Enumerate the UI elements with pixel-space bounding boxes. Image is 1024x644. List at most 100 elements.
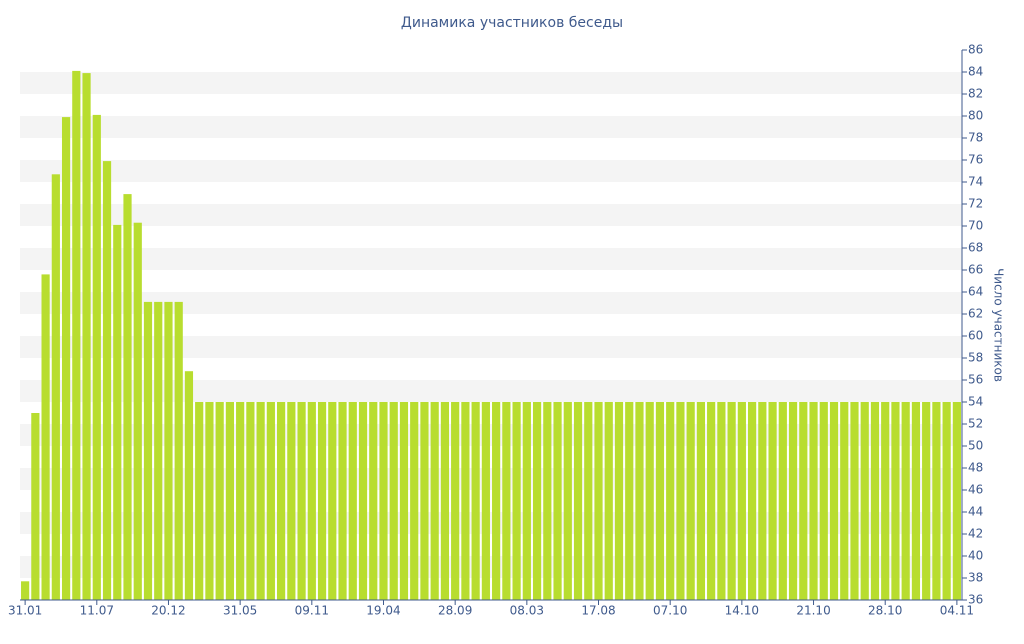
bar [666, 402, 675, 600]
bar [51, 174, 60, 601]
bar [236, 402, 245, 600]
bar [492, 402, 501, 600]
bar [287, 402, 296, 600]
bar [123, 194, 132, 600]
y-tick-label: 46 [968, 483, 983, 497]
x-tick-label: 09.11 [295, 604, 329, 618]
bar [471, 402, 480, 600]
x-tick-label: 28.10 [868, 604, 902, 618]
bar [850, 402, 859, 600]
bar [584, 402, 593, 600]
bar [788, 402, 798, 600]
x-tick-label: 04.11 [940, 604, 974, 618]
bar [563, 402, 572, 600]
x-tick-label: 17.08 [581, 604, 615, 618]
y-tick-label: 62 [968, 307, 983, 321]
x-tick-label: 28.09 [438, 604, 472, 618]
x-tick-label: 31.01 [8, 604, 42, 618]
y-tick-label: 50 [968, 439, 983, 453]
grid-band [20, 424, 962, 446]
y-tick-label: 68 [968, 241, 983, 255]
x-tick-label: 08.03 [510, 604, 544, 618]
bar [143, 301, 153, 600]
grid-band [20, 292, 962, 314]
bar [911, 402, 921, 600]
bar [614, 402, 624, 600]
grid-band [20, 556, 962, 578]
x-tick-label: 14.10 [725, 604, 759, 618]
bar [737, 402, 746, 600]
y-tick-label: 54 [968, 395, 983, 409]
bar [881, 402, 890, 600]
x-tick-label: 20.12 [151, 604, 185, 618]
bar [399, 402, 409, 600]
y-tick-label: 86 [968, 43, 983, 57]
bar [31, 413, 40, 600]
bar [389, 402, 398, 600]
bar [82, 73, 91, 601]
bar [625, 402, 634, 600]
bar [840, 402, 849, 600]
bar [328, 402, 337, 600]
bar [655, 402, 665, 600]
bar [645, 402, 654, 600]
bar [266, 402, 275, 600]
bar [133, 222, 142, 600]
y-tick-label: 74 [968, 175, 983, 189]
bar [410, 402, 419, 600]
bar [594, 402, 603, 600]
x-tick-label: 07.10 [653, 604, 687, 618]
x-tick-label: 11.07 [80, 604, 114, 618]
y-tick-label: 56 [968, 373, 983, 387]
bar [543, 402, 552, 600]
bar [696, 402, 705, 600]
grid-band [20, 72, 962, 94]
bar [41, 274, 50, 600]
chart-title: Динамика участников беседы [401, 15, 623, 31]
bar [430, 402, 439, 600]
bar [297, 402, 306, 600]
bar [174, 301, 183, 600]
bar [154, 301, 163, 600]
bar [512, 402, 521, 600]
bar [553, 402, 562, 600]
y-tick-label: 38 [968, 571, 983, 585]
bar [440, 402, 450, 600]
bar [707, 402, 716, 600]
bar [451, 402, 460, 600]
y-tick-label: 64 [968, 285, 983, 299]
y-tick-label: 58 [968, 351, 983, 365]
x-tick-label: 21.10 [796, 604, 830, 618]
bar [870, 402, 880, 600]
bar [819, 402, 828, 600]
grid-band [20, 160, 962, 182]
y-tick-label: 40 [968, 549, 983, 563]
grid-band [20, 204, 962, 226]
bar [717, 402, 726, 600]
bar [246, 402, 255, 600]
bar [727, 402, 736, 600]
bar [358, 402, 368, 600]
grid-band [20, 336, 962, 358]
bar [184, 371, 194, 600]
y-tick-label: 80 [968, 109, 983, 123]
y-tick-label: 42 [968, 527, 983, 541]
bar [369, 402, 378, 600]
bar [92, 114, 101, 601]
bar [952, 402, 961, 600]
bar [778, 402, 787, 600]
grid-band [20, 380, 962, 402]
y-axis-label: Число участников [992, 268, 1006, 382]
bar [502, 402, 511, 600]
bar [307, 402, 316, 600]
bar [604, 402, 613, 600]
bar [215, 402, 224, 600]
bar [102, 161, 112, 600]
bar [256, 402, 265, 600]
bar [113, 224, 122, 600]
bar [768, 402, 777, 600]
bar [686, 402, 695, 600]
y-tick-label: 66 [968, 263, 983, 277]
bar [922, 402, 931, 600]
